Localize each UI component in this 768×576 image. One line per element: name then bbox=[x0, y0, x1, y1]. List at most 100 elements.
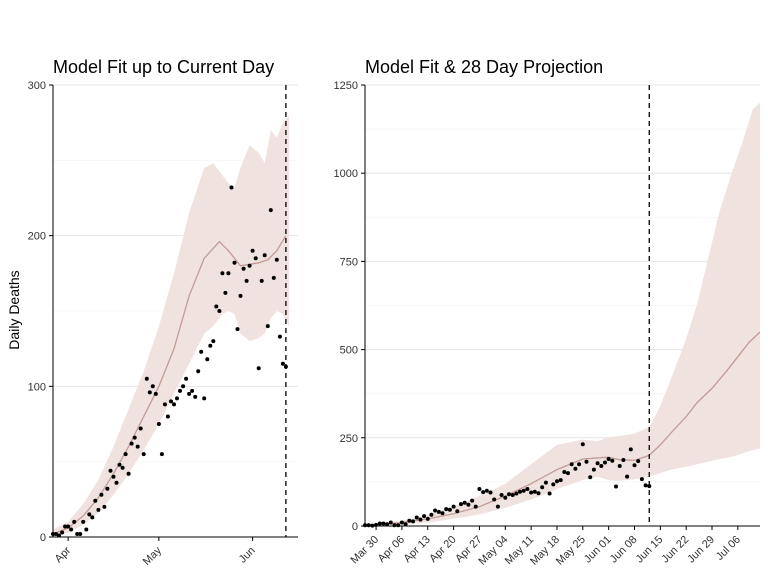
left-data-point bbox=[75, 532, 80, 536]
right-x-tick-label: Jun 29 bbox=[685, 534, 717, 566]
left-data-point bbox=[223, 290, 228, 295]
right-data-point bbox=[414, 515, 419, 520]
left-data-point bbox=[241, 266, 246, 271]
left-data-point bbox=[54, 532, 58, 536]
right-data-point bbox=[484, 488, 489, 493]
left-data-point bbox=[129, 441, 134, 446]
right-x-tick-label: Mar 30 bbox=[348, 534, 381, 567]
left-panel-model-fit: Model Fit up to Current Day 0 100 200 300 Ap… bbox=[28, 57, 298, 568]
right-data-point bbox=[503, 495, 508, 500]
right-data-point bbox=[418, 517, 423, 522]
right-data-point bbox=[455, 509, 460, 514]
right-x-tick-label: Jun 08 bbox=[608, 534, 640, 566]
right-data-point bbox=[540, 485, 545, 490]
left-data-point bbox=[193, 394, 198, 399]
left-data-point bbox=[268, 208, 273, 213]
left-data-point bbox=[280, 361, 285, 366]
left-data-point bbox=[250, 248, 255, 253]
left-data-point bbox=[178, 388, 182, 393]
right-data-point bbox=[381, 521, 386, 526]
right-data-point bbox=[577, 462, 582, 467]
left-y-tick-label: 0 bbox=[40, 532, 46, 544]
right-x-tick-label: Jun 15 bbox=[634, 534, 666, 566]
left-chart-title: Model Fit up to Current Day bbox=[53, 57, 274, 77]
right-panel-projection: Model Fit & 28 Day Projection 0 250 500 750… bbox=[334, 57, 761, 568]
right-data-point bbox=[440, 511, 445, 516]
right-x-tick-label: Jun 22 bbox=[659, 534, 691, 566]
right-data-point bbox=[536, 491, 541, 496]
left-data-point bbox=[181, 384, 186, 389]
left-data-point bbox=[63, 524, 68, 529]
right-data-point bbox=[584, 459, 589, 464]
right-data-point bbox=[407, 518, 412, 523]
left-data-point bbox=[84, 527, 89, 532]
left-data-point bbox=[90, 515, 95, 520]
right-data-point bbox=[625, 474, 630, 479]
left-data-point bbox=[175, 396, 179, 401]
left-data-point bbox=[72, 519, 77, 524]
right-x-tick-label: Apr 20 bbox=[427, 534, 458, 565]
right-data-point bbox=[495, 504, 500, 509]
left-data-point bbox=[256, 366, 261, 371]
right-data-point bbox=[628, 447, 633, 452]
right-data-point bbox=[610, 458, 615, 463]
right-data-point bbox=[621, 458, 626, 462]
left-data-point bbox=[144, 376, 149, 381]
right-x-tick-label: Jul 06 bbox=[714, 534, 743, 563]
left-data-point bbox=[277, 334, 282, 339]
right-data-point bbox=[470, 498, 475, 503]
left-data-point bbox=[150, 384, 155, 389]
y-axis-label: Daily Deaths bbox=[6, 270, 22, 349]
right-data-point bbox=[588, 475, 593, 480]
right-data-point bbox=[636, 459, 641, 464]
left-data-point bbox=[229, 185, 234, 190]
left-data-point bbox=[190, 388, 195, 393]
right-data-point bbox=[555, 479, 559, 484]
right-data-point bbox=[614, 484, 618, 489]
left-data-point bbox=[99, 492, 104, 497]
right-data-point bbox=[551, 482, 556, 487]
right-data-point bbox=[377, 521, 382, 526]
right-data-point bbox=[399, 520, 404, 525]
right-data-point bbox=[488, 490, 493, 495]
left-data-point bbox=[60, 530, 65, 535]
right-data-point bbox=[569, 462, 574, 467]
right-data-point bbox=[643, 483, 648, 488]
right-x-tick-label: May 25 bbox=[554, 534, 588, 568]
left-data-point bbox=[159, 452, 164, 457]
right-data-point bbox=[411, 519, 415, 524]
right-data-point bbox=[603, 460, 607, 465]
right-data-point bbox=[492, 497, 497, 502]
right-data-point bbox=[525, 487, 530, 491]
right-data-point bbox=[422, 514, 427, 519]
left-data-point bbox=[105, 486, 110, 491]
left-data-point bbox=[102, 504, 107, 509]
left-x-tick-label: Apr bbox=[53, 544, 74, 565]
left-data-point bbox=[123, 452, 128, 457]
left-data-point bbox=[132, 435, 137, 440]
left-data-point bbox=[69, 527, 74, 532]
right-data-point bbox=[436, 509, 441, 514]
right-y-tick-label: 500 bbox=[340, 345, 358, 357]
left-data-point bbox=[114, 480, 119, 485]
right-y-tick-label: 1000 bbox=[334, 168, 358, 180]
right-data-point bbox=[451, 504, 456, 509]
left-data-point bbox=[96, 507, 101, 512]
left-y-tick-label: 200 bbox=[28, 231, 46, 243]
left-data-point bbox=[141, 452, 146, 457]
left-data-point bbox=[153, 391, 158, 396]
right-data-point bbox=[481, 490, 486, 495]
left-data-point bbox=[147, 390, 152, 395]
right-data-point bbox=[547, 491, 552, 496]
right-data-point bbox=[403, 522, 408, 527]
left-data-point bbox=[274, 257, 279, 262]
left-data-point bbox=[87, 512, 92, 517]
right-median-line bbox=[364, 331, 761, 527]
right-data-point bbox=[388, 520, 393, 525]
left-data-point bbox=[244, 278, 249, 283]
left-data-point bbox=[120, 465, 125, 470]
right-data-point bbox=[396, 523, 401, 528]
right-data-point bbox=[543, 480, 548, 485]
right-data-point bbox=[514, 491, 519, 496]
